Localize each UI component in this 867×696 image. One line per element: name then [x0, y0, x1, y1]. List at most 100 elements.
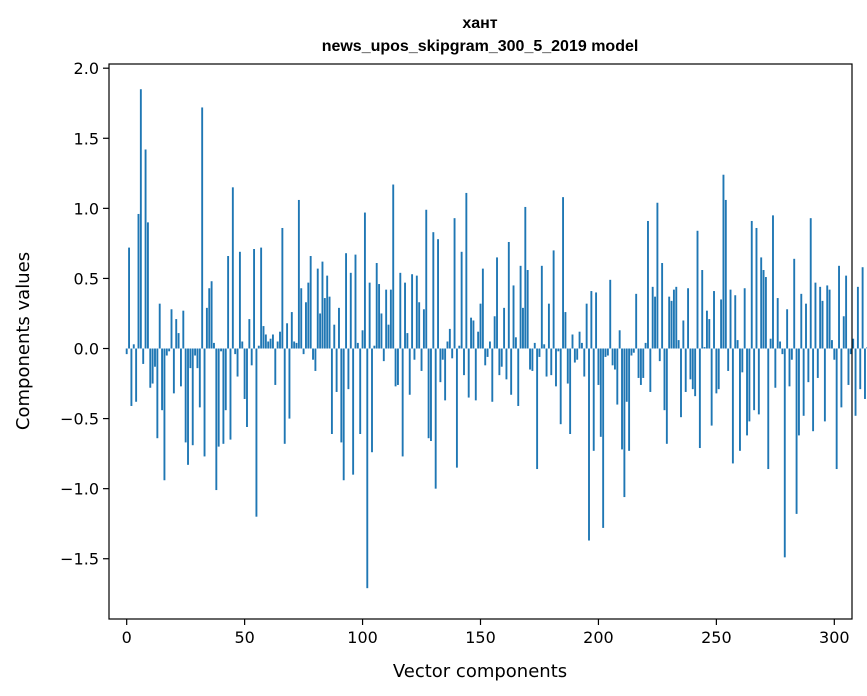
bar: [205, 307, 208, 349]
bar: [503, 307, 506, 349]
bar: [776, 298, 779, 349]
bar: [592, 348, 595, 451]
bar: [779, 341, 782, 349]
bar: [710, 348, 713, 426]
bar: [375, 263, 378, 349]
bar: [604, 348, 607, 357]
bar: [510, 348, 513, 395]
bar: [790, 348, 793, 360]
bar: [703, 347, 706, 349]
bar: [227, 256, 230, 349]
bar: [708, 319, 711, 349]
bar: [675, 286, 678, 349]
bar: [425, 209, 428, 349]
bar: [845, 275, 848, 349]
bar: [323, 298, 326, 349]
bar: [463, 348, 465, 376]
bar: [330, 348, 333, 434]
bar: [352, 348, 355, 475]
bar: [590, 291, 593, 349]
bar: [840, 348, 843, 408]
bar: [647, 220, 649, 349]
bar: [144, 149, 147, 349]
bar: [750, 220, 753, 349]
y-tick-label: −0.5: [60, 410, 99, 429]
bar: [772, 215, 774, 349]
bar: [168, 348, 171, 352]
bar: [201, 107, 204, 349]
bar: [295, 342, 298, 349]
bar: [481, 268, 484, 349]
bar: [536, 348, 539, 470]
bar: [573, 348, 576, 363]
bar: [764, 277, 767, 349]
bar: [460, 251, 463, 349]
bar: [531, 348, 534, 371]
bar: [477, 331, 480, 349]
bar: [312, 348, 314, 360]
bar: [663, 348, 666, 411]
bar: [222, 348, 225, 444]
bar: [630, 348, 633, 356]
bar: [432, 232, 435, 349]
bar: [387, 324, 390, 349]
bar: [399, 272, 402, 349]
bar: [823, 348, 826, 422]
bar: [859, 348, 862, 390]
bar: [314, 348, 317, 371]
bar: [512, 285, 515, 349]
bar: [611, 348, 614, 366]
x-tick-label: 250: [701, 628, 732, 647]
bar: [597, 348, 600, 385]
bar: [163, 348, 166, 481]
bar: [694, 348, 697, 397]
bar: [411, 274, 414, 349]
bar: [441, 348, 444, 360]
bar: [363, 212, 366, 349]
bar: [729, 289, 732, 349]
bar: [743, 288, 746, 349]
bar: [175, 319, 178, 349]
bar: [382, 348, 385, 362]
chart-subtitle: news_upos_skipgram_300_5_2019 model: [322, 38, 639, 55]
bar: [406, 333, 409, 349]
bar: [849, 348, 852, 355]
bar: [724, 199, 727, 349]
bar: [505, 348, 508, 380]
bar: [621, 348, 623, 450]
bar: [609, 279, 612, 349]
bar: [543, 344, 546, 349]
bar: [637, 348, 640, 378]
bar: [361, 330, 364, 349]
bar: [359, 348, 362, 434]
bar: [215, 348, 218, 491]
bar: [342, 348, 345, 481]
bar: [437, 239, 439, 349]
bar: [182, 310, 185, 349]
bar: [302, 348, 305, 355]
bar: [550, 348, 553, 376]
bar: [146, 222, 149, 349]
bar: [545, 348, 548, 377]
bar: [458, 345, 461, 349]
bar: [774, 348, 777, 388]
bar: [392, 184, 395, 349]
bar: [125, 348, 128, 355]
bar: [639, 348, 642, 385]
bar: [540, 265, 543, 349]
bar: [826, 285, 829, 349]
bar: [236, 348, 239, 377]
bar: [484, 348, 487, 366]
bar: [802, 348, 805, 416]
bar: [243, 348, 246, 399]
bar: [835, 348, 838, 470]
bar: [677, 340, 680, 349]
bar: [847, 348, 850, 385]
bar: [618, 330, 621, 349]
bar: [722, 174, 725, 349]
bar: [172, 348, 175, 394]
bar: [380, 313, 383, 349]
bar: [856, 286, 859, 349]
bar: [816, 348, 819, 378]
x-tick-label: 200: [583, 628, 614, 647]
